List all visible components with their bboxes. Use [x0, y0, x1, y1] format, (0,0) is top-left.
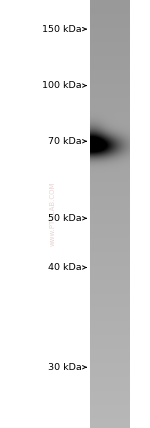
Text: 50 kDa: 50 kDa: [48, 214, 81, 223]
Text: 30 kDa: 30 kDa: [48, 363, 81, 372]
Text: 70 kDa: 70 kDa: [48, 137, 81, 146]
Text: 150 kDa: 150 kDa: [42, 24, 81, 34]
Text: www.PTGLAB.COM: www.PTGLAB.COM: [50, 182, 56, 246]
Text: 100 kDa: 100 kDa: [42, 81, 81, 90]
Text: 40 kDa: 40 kDa: [48, 263, 81, 272]
